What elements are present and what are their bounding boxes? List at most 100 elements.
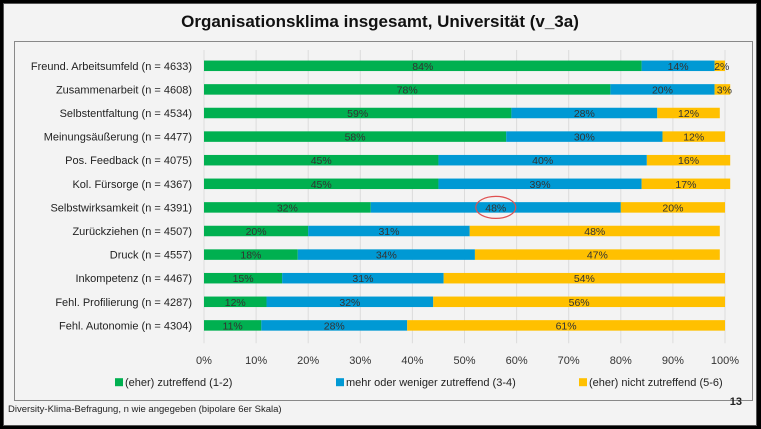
x-tick-label: 100%: [711, 355, 739, 367]
data-label: 20%: [662, 202, 683, 214]
data-label: 28%: [574, 108, 595, 120]
x-tick-label: 80%: [610, 355, 632, 367]
data-label: 47%: [587, 250, 608, 262]
x-tick-label: 10%: [245, 355, 267, 367]
bar-segment: [443, 272, 725, 284]
bar-segment: [204, 131, 507, 142]
category-label: Fehl. Profilierung (n = 4287): [55, 297, 192, 309]
x-tick-label: 60%: [506, 355, 528, 367]
data-label: 11%: [223, 320, 243, 332]
legend-label: (eher) zutreffend (1-2): [125, 377, 232, 389]
legend-swatch: [579, 378, 587, 387]
bar-segment: [261, 320, 408, 331]
legend-label: (eher) nicht zutreffend (5-6): [589, 377, 723, 389]
bar-segment: [266, 296, 434, 308]
category-label: Pos. Feedback (n = 4075): [65, 155, 192, 167]
chart-title: Organisationsklima insgesamt, Universitä…: [181, 12, 579, 31]
data-label: 48%: [584, 226, 605, 238]
data-label: 48%: [485, 202, 506, 214]
slide: Organisationsklima insgesamt, Universitä…: [3, 3, 757, 426]
data-label: 17%: [675, 179, 696, 191]
data-label: 2%: [714, 61, 729, 73]
data-label: 31%: [352, 273, 373, 285]
bar-segment: [511, 107, 658, 119]
data-label: 40%: [532, 155, 553, 167]
data-label: 20%: [652, 84, 673, 96]
x-tick-label: 20%: [297, 355, 319, 367]
bar-segment: [204, 84, 611, 95]
data-label: 34%: [376, 250, 397, 262]
data-label: 16%: [678, 155, 699, 167]
data-label: 12%: [683, 132, 704, 144]
bar-segment: [297, 249, 475, 260]
bar-segment: [204, 320, 262, 331]
bar-segment: [282, 272, 444, 284]
data-label: 32%: [277, 202, 298, 214]
bar-segment: [641, 178, 731, 190]
category-label: Kol. Fürsorge (n = 4367): [72, 179, 192, 191]
data-label: 3%: [717, 84, 732, 96]
stacked-bar-chart: 0% 10% 20% 30% 40% 50% 60% 70% 80% 90% 100% Freund.…: [31, 50, 739, 389]
bar-segment: [204, 296, 267, 308]
data-label: 84%: [412, 61, 433, 73]
legend-label: mehr oder weniger zutreffend (3-4): [346, 377, 516, 389]
data-label: 12%: [678, 108, 699, 120]
data-label: 56%: [569, 297, 590, 309]
category-label: Zurückziehen (n = 4507): [72, 226, 192, 238]
bar-segment: [204, 154, 439, 166]
x-tick-label: 30%: [349, 355, 371, 367]
data-label: 14%: [668, 61, 689, 73]
bar-segment: [308, 225, 470, 237]
data-label: 31%: [378, 226, 399, 238]
data-label: 28%: [324, 320, 345, 332]
category-label: Selbstwirksamkeit (n = 4391): [50, 202, 192, 214]
legend-swatch: [336, 378, 344, 387]
data-label: 54%: [574, 273, 595, 285]
data-label: 20%: [246, 226, 267, 238]
page-number: 13: [729, 396, 742, 408]
bar-segment: [204, 225, 309, 237]
data-label: 12%: [225, 297, 246, 309]
data-label: 32%: [339, 297, 360, 309]
category-label: Freund. Arbeitsumfeld (n = 4633): [31, 61, 192, 73]
category-label: Selbstentfaltung (n = 4534): [60, 108, 192, 120]
bar-segment: [204, 107, 512, 119]
bar-segment: [610, 84, 715, 95]
category-label: Zusammenarbeit (n = 4608): [56, 84, 192, 96]
bar-segment: [506, 131, 663, 142]
x-tick-label: 90%: [662, 355, 684, 367]
data-label: 15%: [233, 273, 254, 285]
bar-segment: [204, 60, 642, 72]
category-label: Druck (n = 4557): [110, 250, 192, 262]
bar-segment: [657, 107, 720, 119]
bar-segment: [370, 202, 621, 213]
bar-segment: [407, 320, 725, 331]
data-label: 18%: [240, 250, 261, 262]
data-label: 45%: [311, 179, 332, 191]
data-label: 45%: [311, 155, 332, 167]
bar-segment: [646, 154, 731, 166]
bar-segment: [662, 131, 725, 142]
bar-segment: [433, 296, 725, 308]
x-tick-label: 40%: [401, 355, 423, 367]
chart-area: 0% 10% 20% 30% 40% 50% 60% 70% 80% 90% 100% Freund.…: [14, 41, 753, 401]
bar-segment: [438, 178, 642, 190]
data-label: 30%: [574, 132, 595, 144]
x-tick-label: 50%: [453, 355, 475, 367]
data-label: 58%: [345, 132, 366, 144]
bar-segment: [620, 202, 725, 213]
bar-segment: [438, 154, 647, 166]
footer-note: Diversity-Klima-Befragung, n wie angegeb…: [8, 404, 282, 415]
category-label: Meinungsäußerung (n = 4477): [44, 132, 192, 144]
bar-segment: [641, 60, 715, 72]
bar-segment: [474, 249, 720, 260]
category-label: Inkompetenz (n = 4467): [76, 273, 193, 285]
bar-segment: [204, 272, 283, 284]
data-label: 61%: [556, 320, 577, 332]
x-tick-label: 0%: [196, 355, 212, 367]
category-label: Fehl. Autonomie (n = 4304): [59, 320, 192, 332]
data-label: 78%: [397, 84, 418, 96]
x-tick-label: 70%: [558, 355, 580, 367]
bar-segment: [204, 178, 439, 190]
bar-segment: [204, 202, 371, 213]
